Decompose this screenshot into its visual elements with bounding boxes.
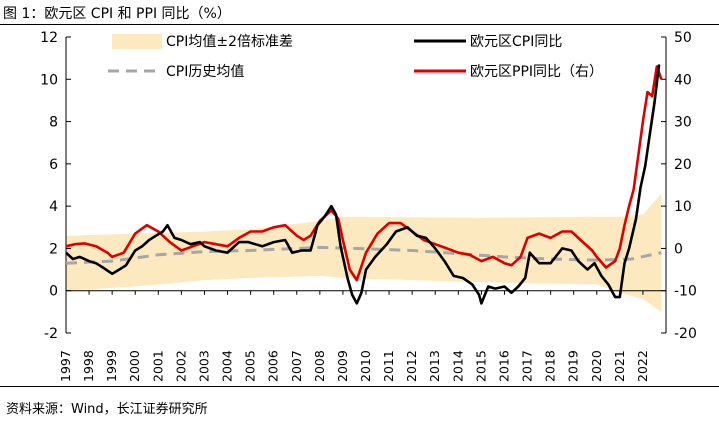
cpi-series-line xyxy=(65,64,661,305)
x-tick-label: 2010 xyxy=(358,350,373,382)
x-tick-label: 2003 xyxy=(196,350,211,382)
x-tick-label: 1997 xyxy=(58,350,73,382)
legend-band-label: CPI均值±2倍标准差 xyxy=(166,34,293,50)
x-tick-label: 1999 xyxy=(104,350,119,382)
right-y-tick-label: 30 xyxy=(674,115,692,131)
left-y-tick-label: 12 xyxy=(40,30,58,46)
x-tick-label: 2008 xyxy=(312,350,327,382)
x-tick-label: 2000 xyxy=(127,350,142,382)
right-y-tick-label: -20 xyxy=(674,326,697,342)
left-y-ticks: -2 0 2 4 6 8 10 12 xyxy=(40,30,71,342)
left-y-tick-label: -2 xyxy=(44,326,58,342)
left-y-tick-label: 8 xyxy=(49,115,58,131)
right-y-tick-label: 0 xyxy=(674,241,683,257)
x-tick-label: 2002 xyxy=(173,350,188,382)
source-note: 资料来源：Wind，长江证券研究所 xyxy=(6,402,208,417)
x-tick-label: 2005 xyxy=(243,350,258,382)
left-y-tick-label: 10 xyxy=(40,72,58,88)
x-tick-label: 2009 xyxy=(335,350,350,382)
x-tick-label: 2021 xyxy=(612,350,627,382)
x-tick-label: 2011 xyxy=(381,350,396,382)
x-tick-label: 2001 xyxy=(150,350,165,382)
x-tick-label: 2018 xyxy=(543,350,558,382)
figure-title: 图 1：欧元区 CPI 和 PPI 同比（%） xyxy=(3,6,231,22)
x-tick-label: 2016 xyxy=(496,350,511,382)
x-tick-label: 2013 xyxy=(427,350,442,382)
x-tick-label: 2015 xyxy=(473,350,488,382)
right-y-tick-label: 40 xyxy=(674,72,692,88)
top-rule xyxy=(0,24,719,25)
left-y-tick-label: 2 xyxy=(49,241,58,257)
cpi-mean-line xyxy=(65,245,662,265)
x-tick-label: 2012 xyxy=(404,350,419,382)
x-tick-label: 1998 xyxy=(81,350,96,382)
right-y-tick-label: 20 xyxy=(674,157,692,173)
ppi-series-line xyxy=(65,65,663,282)
legend-ppi-label: 欧元区PPI同比（右） xyxy=(470,64,603,80)
legend-cpi-label: 欧元区CPI同比 xyxy=(470,34,562,50)
x-tick-label: 2020 xyxy=(589,350,604,382)
x-tick-label: 2014 xyxy=(450,350,465,382)
legend: CPI均值±2倍标准差 CPI历史均值 欧元区CPI同比 欧元区PPI同比（右） xyxy=(108,34,603,80)
right-y-tick-label: -10 xyxy=(674,284,697,300)
x-tick-label: 2007 xyxy=(289,350,304,382)
left-y-tick-label: 0 xyxy=(49,284,58,300)
right-y-ticks: -20 -10 0 10 20 30 40 50 xyxy=(661,30,697,342)
right-y-tick-label: 50 xyxy=(674,30,692,46)
x-ticks: 1997 1998 1999 2000 2001 2002 2003 2004 2005 2006… xyxy=(58,290,650,382)
right-y-tick-label: 10 xyxy=(674,199,692,215)
bottom-rule xyxy=(0,386,719,387)
left-y-tick-label: 4 xyxy=(49,199,58,215)
x-tick-label: 2019 xyxy=(566,350,581,382)
x-tick-label: 2004 xyxy=(220,350,235,382)
band-layer xyxy=(66,193,662,312)
left-y-tick-label: 6 xyxy=(49,157,58,173)
x-tick-label: 2006 xyxy=(266,350,281,382)
x-tick-label: 2017 xyxy=(520,350,535,382)
series-layer xyxy=(65,64,663,305)
legend-band-swatch xyxy=(112,34,162,49)
cpi-std-band xyxy=(66,193,662,312)
legend-mean-label: CPI历史均值 xyxy=(166,64,244,80)
x-tick-label: 2022 xyxy=(635,350,650,382)
